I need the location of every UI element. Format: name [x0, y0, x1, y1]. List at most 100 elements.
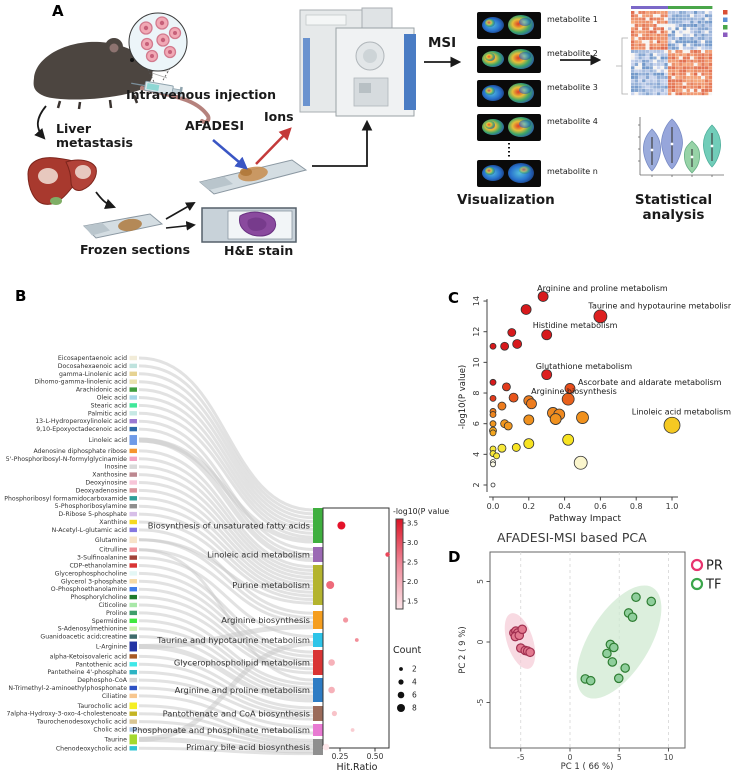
pathway-scatter-point: [503, 421, 513, 431]
pathway-scatter-point: [489, 378, 497, 386]
c-x-tick: 1.0: [666, 502, 679, 511]
metabolite-label: S-Adenosylmethionine: [58, 626, 127, 633]
pca-point-tf: [609, 642, 619, 653]
metabolite-node: [129, 488, 137, 493]
count-legend-title: Count: [393, 645, 421, 656]
msi-image-list: [477, 12, 541, 187]
pathway-scatter-point: [541, 329, 553, 341]
panel-label-b: B: [15, 287, 27, 305]
d-x-tick: -5: [517, 753, 525, 762]
c-x-tick: 0.0: [487, 502, 500, 511]
pathway-scatter-point: [663, 416, 681, 434]
metabolite-label: Adenosine diphosphate ribose: [33, 448, 127, 455]
sankey-ribbon: [138, 548, 314, 624]
caption-ions: Ions: [264, 109, 294, 124]
metabolite-node: [129, 702, 137, 710]
metabolite-label: Phosphorylcholine: [71, 594, 128, 601]
caption-intravenous-injection: Intravenous injection: [126, 87, 277, 102]
pathway-scatter-point: [562, 433, 575, 446]
pathway-scatter-point: [573, 455, 588, 470]
he-stain-slide: [201, 207, 297, 243]
sankey-ribbon: [138, 694, 314, 735]
arrow-liver-to-slide: [95, 191, 117, 210]
metabolite-node: [129, 547, 137, 552]
pathway-label: Linoleic acid metabolism: [207, 550, 310, 560]
pca-point-tf: [646, 596, 657, 607]
metabolite-node: [129, 464, 137, 469]
metabolite-label: L-Arginine: [96, 644, 127, 651]
metabolite-label: 9,10-Epoxyoctadecenoic acid: [36, 426, 127, 433]
metabolite-label: Dephospho-CoA: [77, 677, 128, 684]
pathway-node: [313, 633, 323, 647]
metabolite-node: [129, 719, 137, 724]
metabolite-node: [129, 641, 137, 652]
metabolite-label: Spermidine: [92, 618, 127, 625]
pathway-scatter-label: Linoleic acid metabolism: [632, 408, 731, 417]
color-legend-tick: 2.5: [407, 559, 418, 567]
pca-point-tf: [602, 648, 612, 659]
metabolite-label: Linoleic acid: [89, 437, 127, 444]
pathway-scatter-point: [497, 443, 507, 453]
d-y-axis-label: PC 2 ( 9 %): [458, 626, 468, 673]
sankey-ribbon: [138, 520, 314, 602]
pathway-scatter-point: [497, 401, 507, 411]
metabolite-node: [129, 511, 137, 517]
pathway-scatter-point: [561, 392, 575, 406]
sankey-ribbon: [138, 746, 314, 756]
d-x-axis-label: PC 1 ( 66 %): [561, 762, 614, 772]
pathway-scatter-point: [490, 482, 496, 488]
metabolite-node: [129, 555, 137, 560]
arrow-mouse-to-liver: [34, 105, 47, 140]
metabolite-label: 3-Sulfinoalanine: [77, 555, 127, 562]
metabolite-node: [129, 519, 137, 525]
pathway-scatter-label: Taurine and hypotaurine metabolism: [587, 301, 731, 310]
color-legend-tick: 2.0: [407, 578, 418, 586]
sankey-ribbon: [138, 372, 314, 520]
mass-spectrometer: [299, 7, 416, 117]
caption-liver-line2: metastasis: [56, 134, 133, 150]
pathway-label: Biosynthesis of unsaturated fatty acids: [148, 521, 310, 531]
pathway-label: Taurine and hypotaurine metabolism: [156, 635, 310, 645]
d-y-tick: -5: [476, 699, 485, 707]
metabolite-label: Deoxyinosine: [85, 480, 127, 487]
panel-label-a: A: [52, 2, 64, 20]
pathway-scatter-point: [502, 382, 511, 392]
metabolite-node: [129, 746, 137, 751]
metabolite-label: N-Trimethyl-2-aminoethylphosphonate: [8, 685, 127, 692]
d-x-tick: 5: [617, 753, 622, 762]
metabolite-label: Proline: [106, 610, 127, 617]
enrichment-bubble: [343, 617, 349, 623]
c-y-axis-label: -log10(P value): [458, 365, 468, 430]
metabolite-node: [129, 411, 137, 416]
panel-c-scatter: 2 4 6 8 10 12 14 0.0 0.2 0.4 0.6 0.8 1.0 -log10(P val…: [458, 284, 731, 524]
metabolite-node: [129, 496, 137, 501]
metabolite-node: [129, 626, 137, 631]
sankey-ribbon: [138, 627, 314, 694]
sankey-ribbon: [138, 488, 314, 587]
heatmap-thumbnail: [616, 6, 728, 96]
pca-point-pr: [525, 647, 535, 658]
enrichment-bubble: [328, 686, 335, 694]
sankey-ribbon: [138, 481, 314, 583]
c-y-tick: 12: [472, 327, 481, 337]
d-x-tick: 0: [568, 753, 573, 762]
c-y-tick: 6: [472, 421, 481, 426]
metabolite-label: Phosphoribosyl formamidocarboxamide: [4, 495, 127, 502]
panel-a-artwork: [27, 6, 728, 243]
c-y-tick: 4: [472, 452, 481, 457]
c-y-tick: 10: [472, 357, 481, 367]
pathway-scatter-label: Arginine biosynthesis: [531, 387, 617, 396]
enrichment-bubble: [385, 552, 390, 557]
pathway-label: Arginine biosynthesis: [221, 615, 310, 625]
ions-arrow: [255, 127, 292, 165]
pca-point-tf: [613, 673, 624, 684]
count-legend-dot: [397, 704, 405, 712]
sankey-ribbon: [138, 587, 314, 667]
metabolite-label: Cholic acid: [93, 727, 127, 734]
metabolite-node: [129, 426, 137, 432]
c-y-tick: 14: [472, 296, 481, 306]
pathway-scatter-point: [511, 443, 521, 452]
pathway-label: Primary bile acid biosynthesis: [186, 742, 310, 752]
count-legend-dot: [398, 679, 404, 685]
pathway-node: [313, 611, 323, 629]
